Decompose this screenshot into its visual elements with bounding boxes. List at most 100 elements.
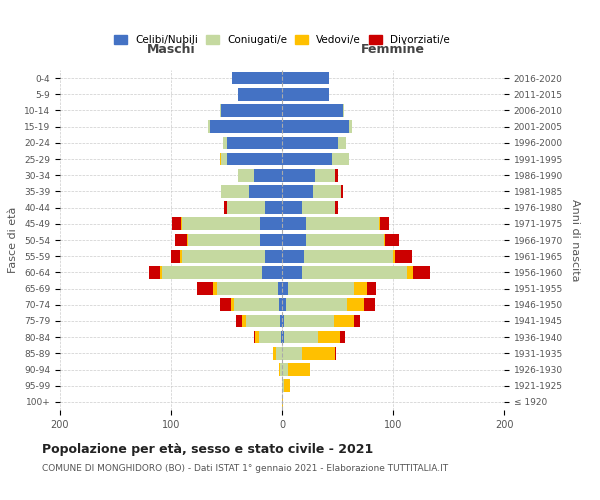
Bar [341, 185, 343, 198]
Bar [210, 120, 282, 133]
Bar [340, 331, 345, 344]
Bar [316, 169, 335, 181]
Bar [282, 88, 329, 101]
Bar [259, 331, 281, 344]
Bar [335, 169, 337, 181]
Bar [379, 218, 380, 230]
Bar [354, 282, 367, 295]
Bar [347, 298, 364, 311]
Bar [313, 185, 341, 198]
Text: Femmine: Femmine [361, 44, 425, 57]
Bar [302, 202, 335, 214]
Bar [247, 314, 280, 328]
Bar [217, 282, 278, 295]
Bar [224, 202, 227, 214]
Bar [304, 250, 393, 262]
Bar [208, 120, 210, 133]
Bar [278, 282, 282, 295]
Bar [232, 72, 282, 85]
Bar [282, 314, 284, 328]
Bar [337, 136, 346, 149]
Bar [282, 202, 302, 214]
Bar [282, 250, 304, 262]
Bar [220, 152, 221, 166]
Bar [282, 104, 343, 117]
Bar [180, 250, 182, 262]
Bar [282, 347, 302, 360]
Bar [280, 314, 282, 328]
Bar [307, 218, 379, 230]
Bar [160, 266, 162, 278]
Bar [335, 202, 337, 214]
Bar [354, 314, 360, 328]
Bar [221, 185, 249, 198]
Bar [284, 380, 290, 392]
Y-axis label: Anni di nascita: Anni di nascita [569, 198, 580, 281]
Bar [249, 185, 282, 198]
Bar [282, 136, 337, 149]
Bar [175, 234, 187, 246]
Bar [334, 314, 354, 328]
Bar [282, 185, 313, 198]
Bar [162, 266, 262, 278]
Bar [182, 250, 265, 262]
Text: Maschi: Maschi [146, 44, 196, 57]
Bar [238, 88, 282, 101]
Bar [223, 136, 227, 149]
Bar [280, 363, 282, 376]
Bar [171, 250, 180, 262]
Bar [385, 234, 398, 246]
Bar [281, 331, 282, 344]
Bar [407, 266, 413, 278]
Y-axis label: Fasce di età: Fasce di età [8, 207, 19, 273]
Bar [188, 234, 260, 246]
Bar [307, 234, 384, 246]
Bar [286, 298, 347, 311]
Bar [282, 396, 283, 408]
Bar [197, 282, 213, 295]
Bar [335, 347, 337, 360]
Bar [395, 250, 412, 262]
Text: COMUNE DI MONGHIDORO (BO) - Dati ISTAT 1° gennaio 2021 - Elaborazione TUTTITALIA: COMUNE DI MONGHIDORO (BO) - Dati ISTAT 1… [42, 464, 448, 473]
Text: Popolazione per età, sesso e stato civile - 2021: Popolazione per età, sesso e stato civil… [42, 442, 373, 456]
Bar [278, 298, 282, 311]
Bar [213, 282, 217, 295]
Bar [384, 234, 385, 246]
Legend: Celibi/Nubili, Coniugati/e, Vedovi/e, Divorziati/e: Celibi/Nubili, Coniugati/e, Vedovi/e, Di… [110, 31, 454, 50]
Bar [284, 331, 317, 344]
Bar [262, 266, 282, 278]
Bar [413, 266, 430, 278]
Bar [254, 331, 256, 344]
Bar [227, 136, 282, 149]
Bar [282, 298, 286, 311]
Bar [256, 331, 259, 344]
Bar [282, 234, 307, 246]
Bar [149, 266, 160, 278]
Bar [282, 120, 349, 133]
Bar [282, 282, 287, 295]
Bar [284, 314, 334, 328]
Bar [287, 282, 354, 295]
Bar [282, 152, 332, 166]
Bar [172, 218, 181, 230]
Bar [238, 169, 254, 181]
Bar [343, 104, 344, 117]
Bar [282, 380, 284, 392]
Bar [282, 72, 329, 85]
Bar [317, 331, 340, 344]
Bar [220, 298, 231, 311]
Bar [182, 218, 260, 230]
Bar [227, 202, 265, 214]
Bar [302, 347, 335, 360]
Bar [282, 363, 287, 376]
Bar [273, 347, 277, 360]
Bar [242, 314, 247, 328]
Bar [260, 218, 282, 230]
Bar [236, 314, 242, 328]
Bar [282, 266, 302, 278]
Bar [277, 347, 282, 360]
Bar [231, 298, 234, 311]
Bar [278, 363, 280, 376]
Bar [181, 218, 182, 230]
Bar [265, 250, 282, 262]
